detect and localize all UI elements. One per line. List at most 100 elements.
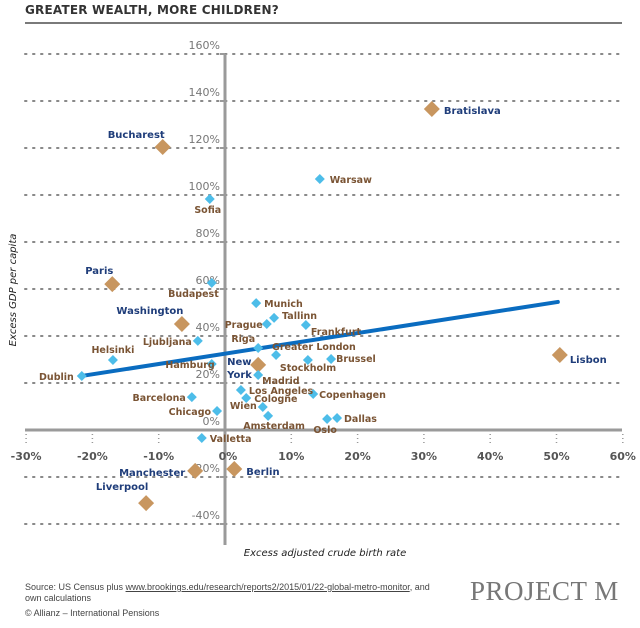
point-frankfurt <box>300 319 311 330</box>
label-prague: Prague <box>225 320 263 331</box>
label-lisbon: Lisbon <box>570 355 607 366</box>
label-helsinki: Helsinki <box>91 345 134 356</box>
point-madrid <box>253 370 264 381</box>
x-tick-label: -20% <box>77 450 108 463</box>
label-dublin: Dublin <box>39 372 74 383</box>
point-labels: Bratislava Bucharest Warsaw Sofia Paris Budap… <box>39 106 607 493</box>
x-tick-label: 10% <box>278 450 304 463</box>
point-wien <box>257 401 268 412</box>
point-liverpool <box>138 495 155 512</box>
label-hamburg: Hamburg <box>165 360 214 371</box>
y-tick-label: 160% <box>189 39 220 52</box>
source-suffix: , and own calculations <box>25 582 430 603</box>
label-ljubljana: Ljubljana <box>143 337 192 348</box>
point-washington <box>173 316 190 333</box>
label-amsterdam: Amsterdam <box>243 421 305 432</box>
point-budapest <box>206 277 217 288</box>
label-madrid: Madrid <box>262 376 299 387</box>
source-note: Source: US Census plus www.brookings.edu… <box>25 582 445 604</box>
point-greater-london <box>271 350 282 361</box>
x-tick-label: 40% <box>477 450 503 463</box>
axes <box>25 53 622 545</box>
label-budapest: Budapest <box>168 289 219 300</box>
point-prague <box>261 319 272 330</box>
y-tick-label: 0% <box>203 415 220 428</box>
point-warsaw <box>314 174 325 185</box>
point-stockholm <box>302 354 313 365</box>
point-berlin <box>226 461 243 478</box>
label-frankfurt: Frankfurt <box>311 327 362 338</box>
y-tick-label: 40% <box>196 321 220 334</box>
label-new-york: New York <box>226 357 252 381</box>
point-copenhagen <box>308 389 319 400</box>
y-tick-label: 140% <box>189 86 220 99</box>
point-bratislava <box>423 100 440 117</box>
point-tallinn <box>269 312 280 323</box>
label-liverpool: Liverpool <box>96 482 148 493</box>
point-hamburg <box>206 358 217 369</box>
trendline-group <box>79 299 560 378</box>
label-wien: Wien <box>230 401 257 412</box>
point-amsterdam <box>263 410 274 421</box>
point-dallas <box>332 413 343 424</box>
x-tick-label: -10% <box>143 450 174 463</box>
source-prefix: Source: US Census plus <box>25 582 126 592</box>
label-bratislava: Bratislava <box>444 106 501 117</box>
label-manchester: Manchester <box>119 468 185 479</box>
point-cologne <box>241 393 252 404</box>
label-barcelona: Barcelona <box>132 393 185 404</box>
label-berlin: Berlin <box>246 467 279 478</box>
y-axis-label: Excess GDP per capita <box>8 234 19 347</box>
point-sofia <box>204 193 215 204</box>
point-ljubljana <box>192 335 203 346</box>
source-link[interactable]: www.brookings.edu/research/reports2/2015… <box>125 582 410 592</box>
data-points <box>76 100 568 512</box>
point-dublin <box>76 370 87 381</box>
point-chicago <box>212 405 223 416</box>
label-dallas: Dallas <box>344 414 377 425</box>
tick-labels: -30% -20% -10% 10% 20% 30% 40% 50% 60% 0% 160% 140%… <box>11 39 636 522</box>
label-sofia: Sofia <box>194 205 221 216</box>
label-brussel: Brussel <box>336 354 376 365</box>
project-m-logo: PROJECT M <box>470 576 619 606</box>
point-riga <box>253 342 264 353</box>
label-tallinn: Tallinn <box>282 311 317 322</box>
y-tick-label: -40% <box>192 509 220 522</box>
point-oslo <box>322 413 333 424</box>
point-munich <box>251 298 262 309</box>
title-rule <box>25 22 622 24</box>
y-tick-label: 100% <box>189 180 220 193</box>
label-riga: Riga <box>231 334 255 345</box>
x-tick-label: 0% <box>219 450 238 463</box>
point-brussel <box>326 354 337 365</box>
label-oslo: Oslo <box>313 425 337 436</box>
label-munich: Munich <box>264 299 303 310</box>
x-tick-label: 20% <box>344 450 370 463</box>
point-paris <box>104 276 121 293</box>
label-washington: Washington <box>116 306 183 317</box>
label-bucharest: Bucharest <box>108 130 165 141</box>
label-chicago: Chicago <box>169 407 212 418</box>
point-bucharest <box>154 139 171 156</box>
label-stockholm: Stockholm <box>280 363 336 374</box>
point-barcelona <box>186 392 197 403</box>
point-new-york <box>250 356 267 373</box>
x-axis-label: Excess adjusted crude birth rate <box>244 548 407 559</box>
point-los-angeles <box>235 385 246 396</box>
y-tick-label: 120% <box>189 133 220 146</box>
label-warsaw: Warsaw <box>330 175 372 186</box>
trendline <box>79 299 560 378</box>
label-copenhagen: Copenhagen <box>319 390 386 401</box>
x-tick-label: 60% <box>610 450 636 463</box>
label-greater-london: Greater London <box>272 342 356 353</box>
gridlines <box>24 53 624 525</box>
label-los-angeles: Los Angeles <box>249 386 314 397</box>
y-tick-label: 80% <box>196 227 220 240</box>
label-paris: Paris <box>85 266 113 277</box>
point-lisbon <box>551 347 568 364</box>
copyright: © Allianz – International Pensions <box>25 608 160 618</box>
x-tick-label: 50% <box>543 450 569 463</box>
y-tick-label: 60% <box>196 274 220 287</box>
label-cologne: Cologne <box>254 394 297 405</box>
